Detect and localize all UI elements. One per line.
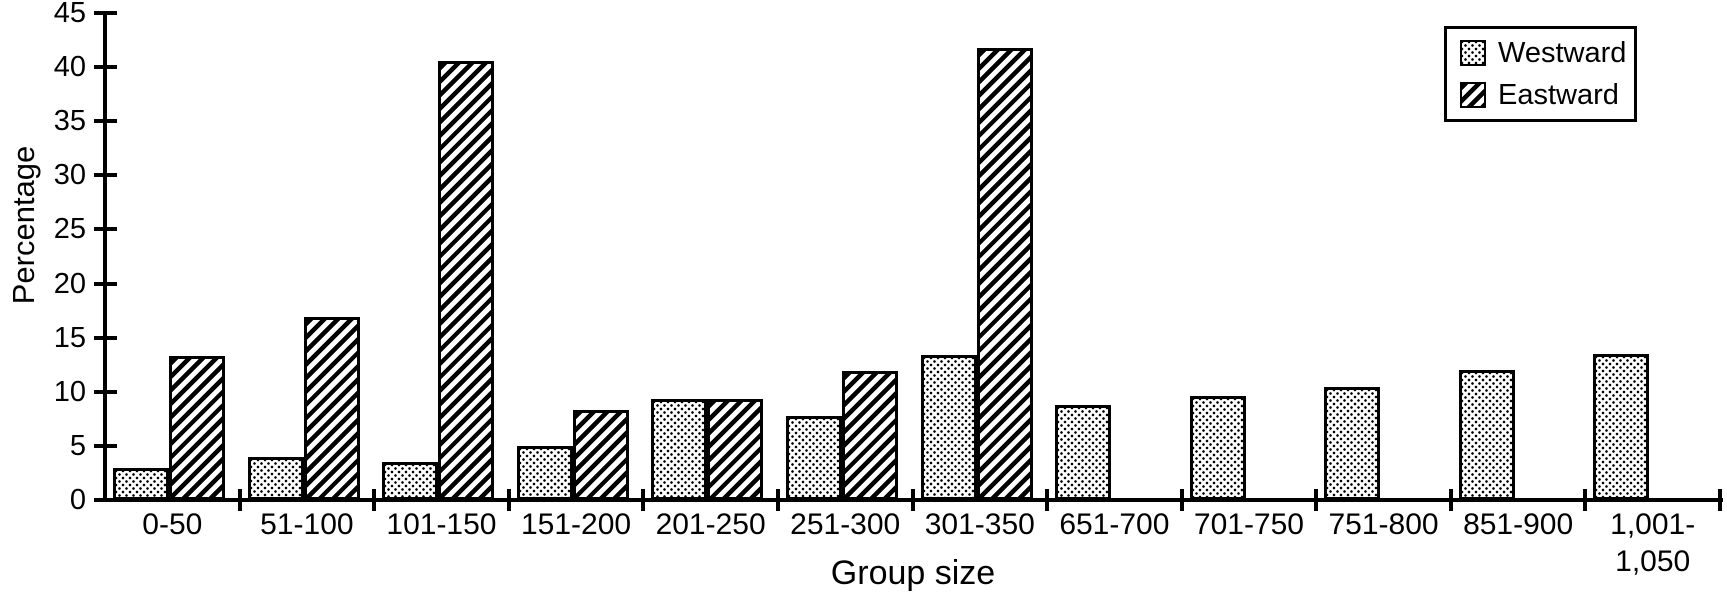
y-tick-label: 25 <box>53 213 86 246</box>
bar-westward-6 <box>921 355 977 500</box>
bar-westward-4 <box>651 399 707 500</box>
x-tick <box>910 489 915 511</box>
bar-eastward-2 <box>438 61 494 500</box>
x-tick <box>1314 489 1319 511</box>
legend-label-westward: Westward <box>1498 36 1627 69</box>
bar-westward-0 <box>113 468 169 500</box>
y-axis-line <box>103 11 107 502</box>
bar-eastward-3 <box>573 410 629 500</box>
eastward-hatch-swatch-icon <box>1460 82 1486 108</box>
y-tick-label: 15 <box>53 321 86 354</box>
y-tick-label: 40 <box>53 51 86 84</box>
bar-westward-8 <box>1190 396 1246 500</box>
x-tick-label: 201-250 <box>655 508 766 541</box>
x-axis-title: Group size <box>830 554 996 592</box>
westward-dots-swatch-icon <box>1460 40 1486 66</box>
bar-eastward-5 <box>842 371 898 500</box>
x-tick-label: 651-700 <box>1059 508 1170 541</box>
x-tick <box>237 489 242 511</box>
y-tick <box>94 173 117 178</box>
y-tick <box>94 498 117 502</box>
y-tick-label: 5 <box>69 429 86 462</box>
x-tick <box>1045 489 1050 511</box>
legend: Westward Eastward <box>1444 26 1637 122</box>
x-tick-label: 701-750 <box>1193 508 1304 541</box>
y-tick <box>94 389 117 394</box>
y-tick-label: 30 <box>53 159 86 192</box>
x-tick <box>1583 489 1588 511</box>
y-tick <box>94 281 117 286</box>
legend-label-eastward: Eastward <box>1498 78 1619 111</box>
legend-item-eastward: Eastward <box>1460 79 1634 112</box>
x-tick <box>1448 489 1453 511</box>
bar-westward-11 <box>1593 354 1649 500</box>
x-tick-label: 0-50 <box>142 508 203 541</box>
x-tick-label: 1,001- 1,050 <box>1610 508 1696 578</box>
x-tick-label: 851-900 <box>1463 508 1574 541</box>
x-tick <box>1179 489 1184 511</box>
y-tick-label: 10 <box>53 375 86 408</box>
x-tick <box>372 489 377 511</box>
y-tick <box>94 335 117 340</box>
y-tick <box>94 11 117 15</box>
x-tick-label: 251-300 <box>790 508 901 541</box>
x-tick <box>1718 489 1722 511</box>
x-tick-label: 51-100 <box>260 508 354 541</box>
x-tick <box>506 489 511 511</box>
y-tick <box>94 227 117 232</box>
bar-westward-3 <box>517 446 573 500</box>
y-tick-label: 0 <box>69 484 86 516</box>
bar-westward-7 <box>1055 405 1111 500</box>
x-tick-label: 301-350 <box>924 508 1035 541</box>
y-tick-label: 45 <box>53 0 86 29</box>
x-tick-label: 101-150 <box>386 508 497 541</box>
bar-eastward-1 <box>304 317 360 500</box>
bar-westward-9 <box>1324 387 1380 500</box>
bar-westward-1 <box>248 457 304 500</box>
legend-item-westward: Westward <box>1460 37 1634 70</box>
bar-eastward-4 <box>707 399 763 500</box>
y-tick <box>94 65 117 70</box>
x-tick <box>641 489 646 511</box>
x-tick-label: 151-200 <box>520 508 632 541</box>
y-tick-label: 20 <box>53 267 86 300</box>
x-tick-label: 751-800 <box>1328 508 1439 541</box>
bar-eastward-0 <box>169 356 225 500</box>
bar-eastward-6 <box>977 48 1033 500</box>
bar-westward-5 <box>786 416 842 500</box>
x-tick <box>775 489 780 511</box>
y-tick <box>94 119 117 124</box>
y-tick <box>94 443 117 448</box>
bar-westward-2 <box>382 462 438 500</box>
y-tick-label: 35 <box>53 105 86 138</box>
bar-westward-10 <box>1459 370 1515 500</box>
